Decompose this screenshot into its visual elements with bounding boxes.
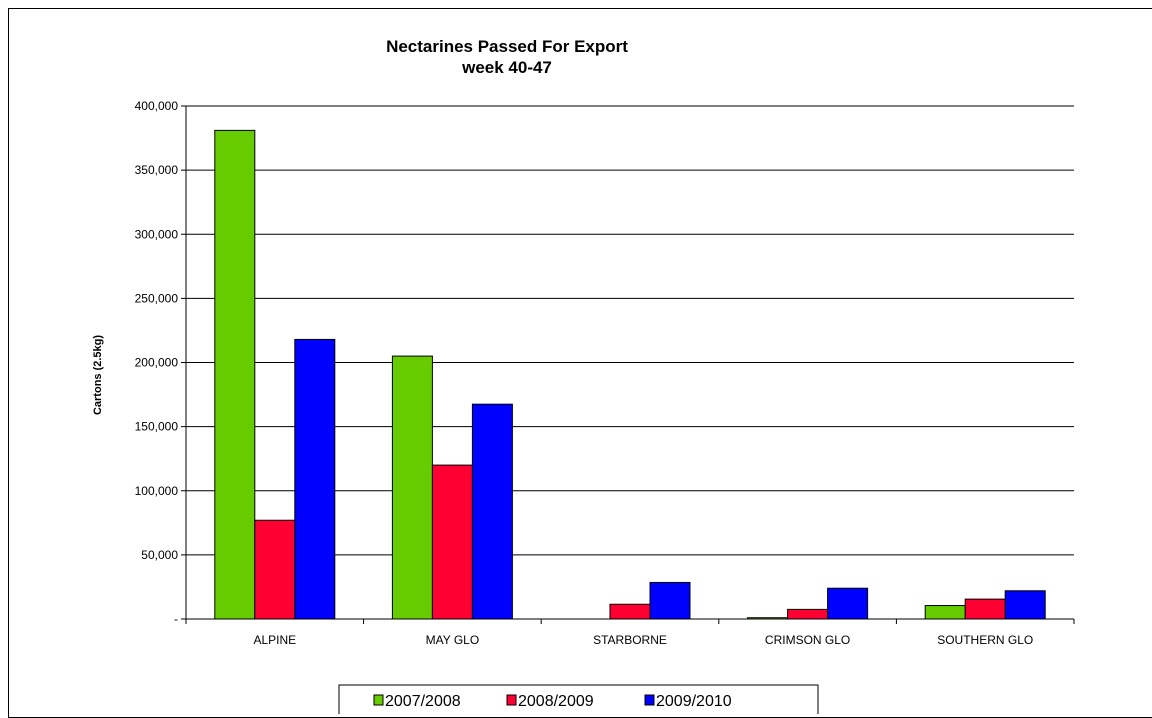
legend-label: 2009/2010	[656, 693, 732, 710]
bar	[964, 598, 1006, 620]
bar	[431, 464, 473, 620]
y-axis-ticks: - 50,000 100,000 150,000 200,000 250,000 300,0…	[135, 99, 186, 626]
x-tick-label: ALPINE	[253, 633, 296, 647]
y-tick-label: 350,000	[135, 163, 179, 177]
bar	[294, 338, 336, 620]
legend: 2007/2008 2008/2009 2009/2010	[338, 684, 819, 714]
chart-title: Nectarines Passed For Export	[386, 37, 628, 56]
legend-swatch	[644, 694, 655, 706]
legend-label: 2008/2009	[518, 693, 594, 710]
y-axis-label: Cartons (2.5kg)	[92, 335, 104, 415]
y-tick-label: 100,000	[135, 484, 179, 498]
legend-swatch	[506, 694, 517, 706]
x-tick-label: CRIMSON GLO	[765, 633, 850, 647]
y-tick-label: 150,000	[135, 420, 179, 434]
y-tick-label: 250,000	[135, 291, 179, 305]
chart-svg: Nectarines Passed For Export week 40-47 …	[92, 37, 1075, 714]
bar	[471, 403, 513, 620]
y-tick-label: 300,000	[135, 227, 179, 241]
bar	[827, 587, 869, 620]
bar	[254, 519, 296, 620]
y-tick-label: 50,000	[141, 548, 178, 562]
y-tick-label: 200,000	[135, 356, 179, 370]
legend-label: 2007/2008	[385, 693, 461, 710]
bars	[214, 129, 1046, 620]
bar	[214, 129, 256, 620]
bar	[924, 605, 966, 620]
axes	[185, 106, 1074, 620]
chart-area: Nectarines Passed For Export week 40-47 …	[8, 8, 1152, 718]
chart-subtitle: week 40-47	[461, 58, 552, 77]
y-tick-label: 400,000	[135, 99, 179, 113]
x-tick-label: STARBORNE	[593, 633, 667, 647]
legend-box	[338, 684, 819, 714]
bar	[787, 608, 829, 620]
bar	[391, 355, 433, 620]
bar	[1004, 590, 1046, 620]
x-tick-label: SOUTHERN GLO	[937, 633, 1033, 647]
bar	[649, 581, 691, 620]
bar	[609, 603, 651, 620]
legend-swatch	[373, 694, 384, 706]
x-axis-ticks: ALPINE MAY GLO STARBORNE CRIMSON GLO SOUTHER…	[185, 619, 1075, 647]
x-tick-label: MAY GLO	[426, 633, 480, 647]
y-tick-label: -	[174, 612, 178, 626]
